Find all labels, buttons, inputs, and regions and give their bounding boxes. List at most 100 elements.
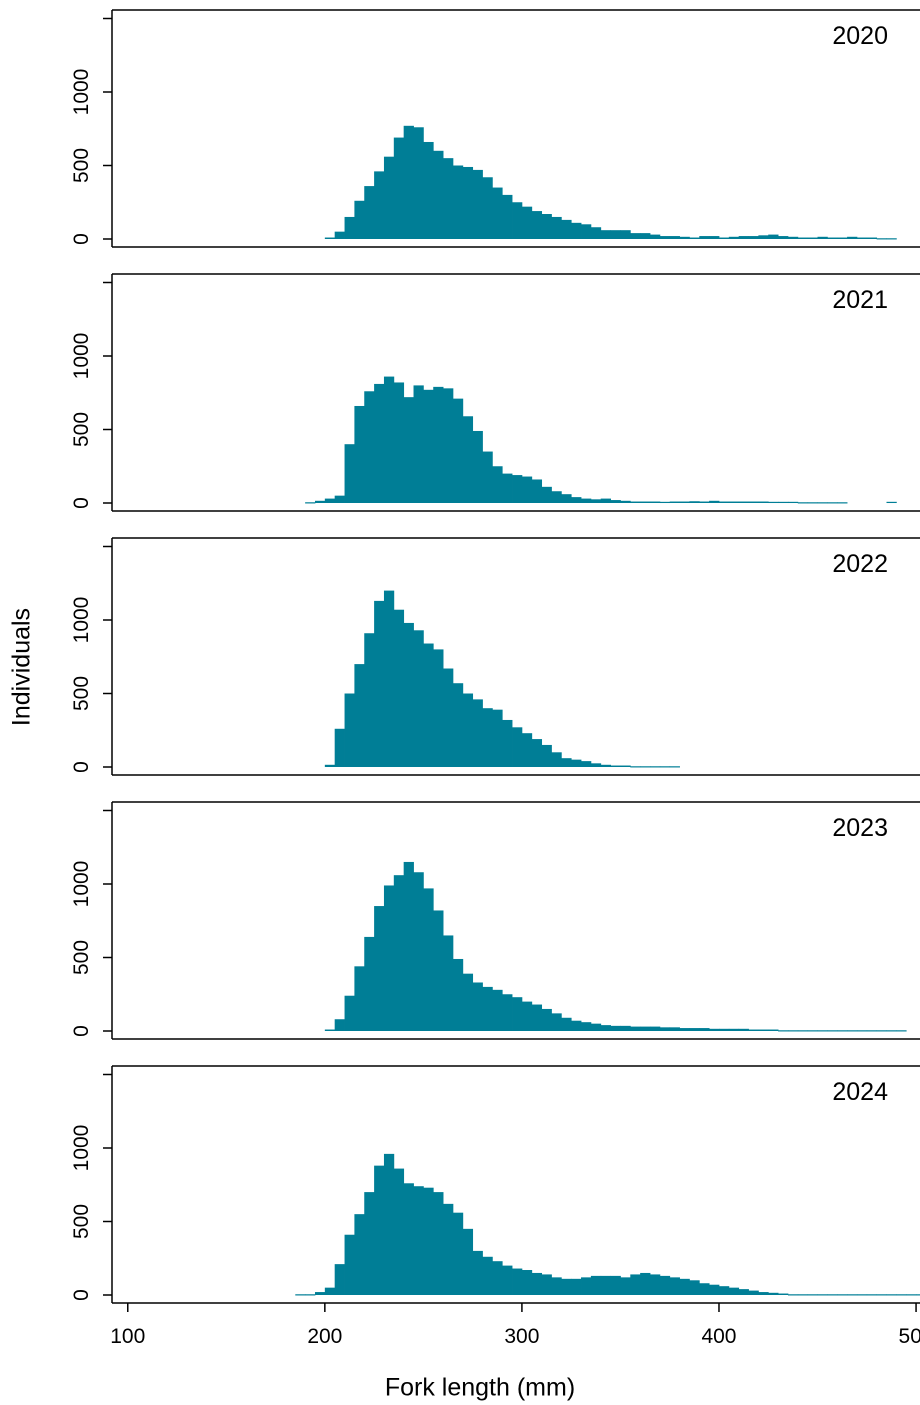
histogram-bar xyxy=(590,763,602,767)
histogram-bar xyxy=(886,1294,897,1296)
histogram-bar xyxy=(462,166,474,239)
histogram-bar xyxy=(462,693,474,767)
panel-year-label: 2020 xyxy=(832,22,888,50)
histogram-bar xyxy=(541,1008,552,1031)
y-axis-label: Individuals xyxy=(7,607,36,727)
histogram-bar xyxy=(620,1025,631,1031)
histogram-bar xyxy=(334,231,345,239)
histogram-bar xyxy=(561,494,572,503)
histogram-bar xyxy=(374,171,385,239)
histogram-bar xyxy=(807,1030,818,1032)
histogram-bar xyxy=(413,630,424,767)
histogram-bar xyxy=(778,1293,789,1295)
panel-year-label: 2024 xyxy=(832,1078,888,1106)
histogram-bar xyxy=(521,1001,533,1031)
histogram-bar xyxy=(807,502,818,504)
histogram-bar xyxy=(699,236,710,239)
histogram-bar xyxy=(581,761,592,767)
histogram-bar xyxy=(827,1030,838,1032)
histogram-bar xyxy=(827,502,838,504)
histogram-bar xyxy=(324,1029,336,1031)
histogram-bar xyxy=(374,1165,385,1295)
histogram-bar xyxy=(866,237,878,239)
histogram-bar xyxy=(630,501,641,503)
histogram-bar xyxy=(817,502,828,504)
histogram-bar xyxy=(393,875,405,1031)
histogram-bar xyxy=(512,475,523,503)
histogram-bar xyxy=(768,1292,779,1295)
histogram-bar xyxy=(502,719,513,767)
histogram-bar xyxy=(590,1023,602,1031)
y-tick-label: 1000 xyxy=(70,861,93,908)
histogram-bar xyxy=(472,982,483,1031)
histogram-bar xyxy=(502,994,513,1031)
histogram-bar xyxy=(354,200,365,239)
y-tick-label: 500 xyxy=(70,148,93,183)
histogram-bar xyxy=(718,501,730,503)
histogram-bar xyxy=(305,502,316,504)
histogram-bar xyxy=(837,1294,848,1296)
histogram-bar xyxy=(374,600,385,767)
histogram-bar xyxy=(738,1028,749,1031)
histogram-bar xyxy=(541,214,552,239)
histogram-bar xyxy=(383,1153,395,1295)
histogram-bar xyxy=(787,1294,799,1296)
histogram-bar xyxy=(768,1029,779,1031)
histogram-bar xyxy=(295,1294,306,1296)
histogram-bar xyxy=(413,872,424,1031)
histogram-bar xyxy=(709,1284,720,1295)
histogram-bar xyxy=(748,501,759,503)
histogram-bar xyxy=(640,1272,651,1295)
histogram-bar xyxy=(590,1275,602,1295)
histogram-bar xyxy=(443,388,454,503)
histogram-bar xyxy=(640,233,651,239)
histogram-bar xyxy=(778,236,789,239)
histogram-bar xyxy=(512,1268,523,1295)
histogram-bar xyxy=(689,501,700,503)
histogram-bar xyxy=(590,499,602,503)
histogram-bar xyxy=(797,502,809,504)
x-tick-label: 300 xyxy=(504,1325,539,1348)
histogram-bar xyxy=(768,501,779,504)
histogram-bar xyxy=(718,237,730,239)
histogram-bar xyxy=(847,1294,858,1296)
histogram-bar xyxy=(374,906,385,1031)
histogram-bar xyxy=(551,752,562,767)
histogram-bar xyxy=(492,709,503,767)
histogram-bar xyxy=(383,156,395,239)
histogram-bar xyxy=(620,765,631,767)
histogram-bar xyxy=(718,1028,730,1031)
histogram-bar xyxy=(837,237,848,239)
y-tick-label: 1000 xyxy=(70,1125,93,1172)
histogram-bar xyxy=(393,137,405,239)
histogram-bar xyxy=(561,219,572,239)
histogram-bar xyxy=(669,501,680,503)
y-tick-label: 500 xyxy=(70,940,93,975)
histogram-bar xyxy=(305,1294,316,1296)
y-tick-label: 0 xyxy=(70,761,93,773)
x-axis-label: Fork length (mm) xyxy=(384,1373,576,1402)
histogram-bar xyxy=(324,237,336,239)
histogram-bar xyxy=(531,1272,543,1295)
histogram-panel-2024: 0 500 1000 2024 100 200 300 400 500 xyxy=(70,1065,920,1348)
histogram-bar xyxy=(423,1187,434,1295)
histogram-bar xyxy=(502,1265,513,1295)
histogram-bar xyxy=(817,236,828,239)
histogram-bar xyxy=(433,386,444,503)
histogram-bar xyxy=(423,888,434,1031)
histogram-bar xyxy=(778,501,789,504)
histogram-bar xyxy=(521,1270,533,1295)
histogram-bar xyxy=(748,1290,759,1295)
histogram-bar xyxy=(689,1280,700,1295)
histogram-bar xyxy=(817,1294,828,1296)
histogram-bar xyxy=(521,733,533,767)
histogram-bar xyxy=(581,1022,592,1031)
histogram-bar xyxy=(334,1019,345,1031)
histogram-bar xyxy=(561,1017,572,1031)
histogram-bar xyxy=(669,1027,680,1031)
histogram-bar xyxy=(620,230,631,239)
histogram-bar xyxy=(847,236,858,239)
histogram-bar xyxy=(364,1192,375,1295)
y-tick-label: 0 xyxy=(70,497,93,509)
